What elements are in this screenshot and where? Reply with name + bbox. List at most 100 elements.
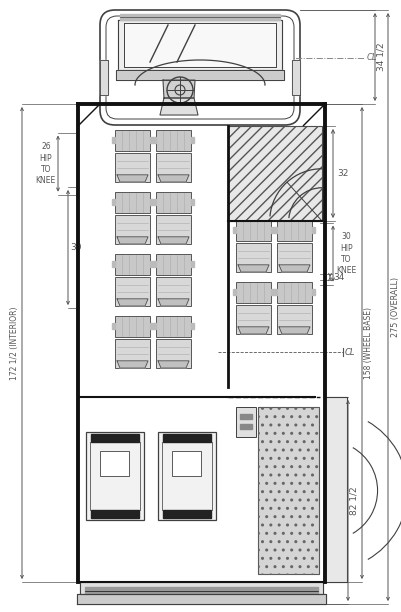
Bar — [156, 316, 190, 337]
Bar — [257, 407, 318, 574]
Polygon shape — [160, 98, 198, 115]
Polygon shape — [117, 361, 148, 368]
Polygon shape — [153, 138, 156, 143]
Polygon shape — [112, 138, 115, 143]
FancyBboxPatch shape — [100, 10, 299, 125]
Polygon shape — [150, 138, 153, 143]
Text: 34: 34 — [332, 272, 344, 282]
Text: 26
HIP
TO
KNEE: 26 HIP TO KNEE — [36, 143, 56, 185]
Bar — [257, 407, 318, 574]
Bar — [156, 340, 190, 368]
Text: 275 (OVERALL): 275 (OVERALL) — [390, 277, 399, 337]
Polygon shape — [162, 510, 211, 518]
Polygon shape — [112, 323, 115, 329]
Polygon shape — [116, 70, 283, 80]
Polygon shape — [273, 289, 276, 296]
Polygon shape — [153, 323, 156, 329]
Bar — [156, 130, 190, 151]
Polygon shape — [190, 138, 194, 143]
Polygon shape — [311, 228, 314, 233]
Bar — [115, 340, 150, 368]
Bar — [276, 220, 311, 241]
Bar — [156, 277, 190, 306]
Polygon shape — [233, 228, 235, 233]
Text: 30
HIP
TO
KNEE: 30 HIP TO KNEE — [335, 233, 355, 275]
Bar — [276, 282, 311, 303]
Bar — [276, 305, 311, 334]
Polygon shape — [158, 175, 188, 182]
Bar — [156, 215, 190, 244]
Bar — [86, 431, 144, 520]
Bar — [235, 407, 255, 437]
Polygon shape — [270, 289, 273, 296]
Bar — [115, 316, 150, 337]
Polygon shape — [77, 594, 325, 604]
Text: 172 1/2 (INTERIOR): 172 1/2 (INTERIOR) — [10, 306, 19, 380]
Bar — [235, 244, 270, 272]
Polygon shape — [153, 200, 156, 206]
Polygon shape — [233, 289, 235, 296]
Polygon shape — [291, 60, 299, 95]
Polygon shape — [190, 200, 194, 206]
Polygon shape — [80, 582, 322, 594]
Polygon shape — [112, 261, 115, 267]
Polygon shape — [117, 175, 148, 182]
Polygon shape — [278, 265, 309, 272]
Polygon shape — [158, 361, 188, 368]
Polygon shape — [118, 20, 281, 70]
Bar — [227, 126, 321, 221]
Polygon shape — [270, 228, 273, 233]
Polygon shape — [311, 289, 314, 296]
Polygon shape — [162, 80, 194, 98]
Polygon shape — [153, 261, 156, 267]
Bar — [115, 215, 150, 244]
Polygon shape — [162, 433, 211, 441]
Polygon shape — [150, 323, 153, 329]
Text: 32: 32 — [336, 169, 348, 178]
Polygon shape — [117, 237, 148, 244]
Polygon shape — [150, 261, 153, 267]
Bar — [156, 154, 190, 182]
Polygon shape — [91, 510, 139, 518]
Polygon shape — [78, 104, 100, 126]
Polygon shape — [158, 237, 188, 244]
Polygon shape — [237, 327, 268, 334]
Bar — [115, 254, 150, 275]
Polygon shape — [302, 104, 324, 126]
Bar — [276, 244, 311, 272]
Polygon shape — [112, 200, 115, 206]
Bar — [115, 192, 150, 213]
Polygon shape — [120, 14, 279, 20]
Polygon shape — [190, 323, 194, 329]
Polygon shape — [158, 299, 188, 306]
Bar — [158, 431, 215, 520]
Bar — [235, 220, 270, 241]
Polygon shape — [237, 265, 268, 272]
Polygon shape — [190, 261, 194, 267]
Bar — [115, 277, 150, 306]
Bar — [115, 130, 150, 151]
Polygon shape — [239, 414, 251, 419]
Polygon shape — [150, 200, 153, 206]
Polygon shape — [100, 60, 108, 95]
Text: 82 1/2: 82 1/2 — [349, 486, 358, 515]
Bar — [156, 254, 190, 275]
Text: CL: CL — [344, 348, 354, 357]
Bar — [156, 192, 190, 213]
Bar — [235, 305, 270, 334]
Polygon shape — [324, 397, 346, 582]
Polygon shape — [278, 327, 309, 334]
Bar — [172, 451, 201, 476]
FancyBboxPatch shape — [106, 16, 293, 119]
Polygon shape — [124, 23, 275, 67]
Polygon shape — [273, 228, 276, 233]
Text: 34 1/2: 34 1/2 — [376, 43, 385, 72]
Bar — [235, 282, 270, 303]
Text: CL: CL — [366, 53, 377, 62]
Polygon shape — [91, 433, 139, 441]
Bar — [100, 451, 129, 476]
Text: 158 (WHEEL BASE): 158 (WHEEL BASE) — [363, 307, 372, 379]
Bar — [227, 126, 321, 221]
Polygon shape — [239, 424, 251, 429]
Polygon shape — [117, 299, 148, 306]
